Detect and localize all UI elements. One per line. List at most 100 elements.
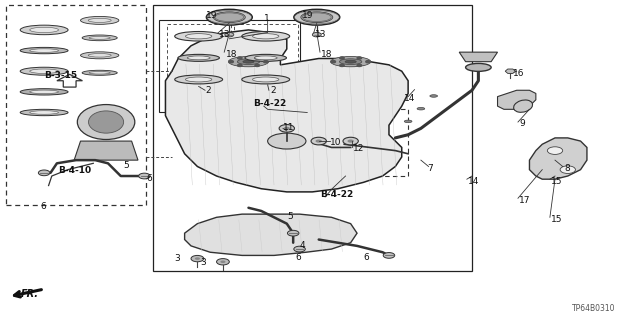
Ellipse shape [20,109,68,116]
Circle shape [139,173,150,179]
Ellipse shape [332,57,369,66]
Text: 19: 19 [206,11,218,20]
Circle shape [311,137,326,145]
Ellipse shape [242,32,290,41]
Text: 2: 2 [270,86,276,95]
Text: 2: 2 [205,86,211,95]
Text: 14: 14 [404,94,415,103]
Circle shape [237,64,242,66]
Ellipse shape [206,9,252,25]
Ellipse shape [294,9,340,25]
Ellipse shape [301,12,333,23]
Circle shape [357,57,362,59]
Circle shape [312,33,321,37]
Circle shape [195,257,200,260]
Text: 1: 1 [264,14,269,23]
Ellipse shape [88,19,111,22]
Text: B-4-22: B-4-22 [253,99,286,108]
Ellipse shape [20,89,68,95]
Circle shape [284,127,290,130]
Text: 18: 18 [225,49,237,59]
Circle shape [255,57,259,59]
Ellipse shape [430,95,438,97]
Ellipse shape [29,49,58,52]
Text: 6: 6 [296,253,301,262]
Ellipse shape [186,33,212,39]
Ellipse shape [88,111,124,133]
Circle shape [383,253,395,258]
Text: 3: 3 [174,254,180,263]
Circle shape [279,124,294,132]
Text: 6: 6 [364,253,369,262]
Text: 3: 3 [200,257,205,267]
Ellipse shape [88,54,111,57]
Ellipse shape [20,25,68,35]
Text: 7: 7 [428,164,433,173]
Text: 5: 5 [287,212,292,221]
Circle shape [225,33,234,37]
Text: 15: 15 [551,177,563,186]
Ellipse shape [175,75,223,84]
Ellipse shape [29,27,58,33]
Text: 9: 9 [519,119,525,129]
Circle shape [38,170,50,176]
Ellipse shape [253,33,279,39]
Text: FR.: FR. [21,289,39,299]
Text: 8: 8 [564,164,570,173]
Circle shape [220,261,225,263]
Text: B-4-22: B-4-22 [320,190,353,199]
Polygon shape [505,69,515,73]
Polygon shape [529,138,587,179]
Polygon shape [497,90,536,109]
Circle shape [191,256,204,262]
Text: 12: 12 [353,144,365,153]
Ellipse shape [237,59,260,64]
Text: 6: 6 [40,202,46,211]
Ellipse shape [330,56,371,67]
Ellipse shape [29,69,58,73]
Text: 15: 15 [551,215,563,224]
Text: 19: 19 [302,11,314,20]
Ellipse shape [417,108,425,110]
Circle shape [264,61,268,63]
Text: 14: 14 [468,177,479,186]
Text: 4: 4 [300,241,305,250]
Text: 18: 18 [321,49,333,59]
Ellipse shape [404,120,412,123]
Circle shape [560,166,575,174]
Polygon shape [184,214,357,256]
Ellipse shape [466,63,491,71]
Ellipse shape [178,54,220,61]
Circle shape [255,64,259,66]
Text: 17: 17 [519,196,531,205]
Polygon shape [460,52,497,62]
Ellipse shape [82,35,117,41]
Circle shape [216,259,229,265]
Ellipse shape [254,56,277,60]
Ellipse shape [228,56,269,67]
Ellipse shape [213,12,245,23]
Ellipse shape [243,60,254,63]
Circle shape [366,61,371,63]
Text: B-4-10: B-4-10 [58,166,92,175]
Text: 13: 13 [315,31,326,40]
Polygon shape [74,141,138,160]
Circle shape [294,246,305,252]
Ellipse shape [230,57,267,66]
Text: 10: 10 [330,138,342,147]
Text: 6: 6 [147,174,152,183]
Ellipse shape [268,133,306,149]
Polygon shape [166,30,408,192]
Circle shape [316,139,322,143]
Ellipse shape [253,77,279,82]
Ellipse shape [175,32,223,41]
Ellipse shape [339,59,362,64]
Ellipse shape [89,71,110,74]
Text: 16: 16 [513,69,524,78]
Circle shape [357,64,362,66]
Ellipse shape [345,60,356,63]
Text: TP64B0310: TP64B0310 [572,304,615,313]
Circle shape [340,64,344,66]
Polygon shape [57,74,83,87]
Ellipse shape [89,36,110,39]
